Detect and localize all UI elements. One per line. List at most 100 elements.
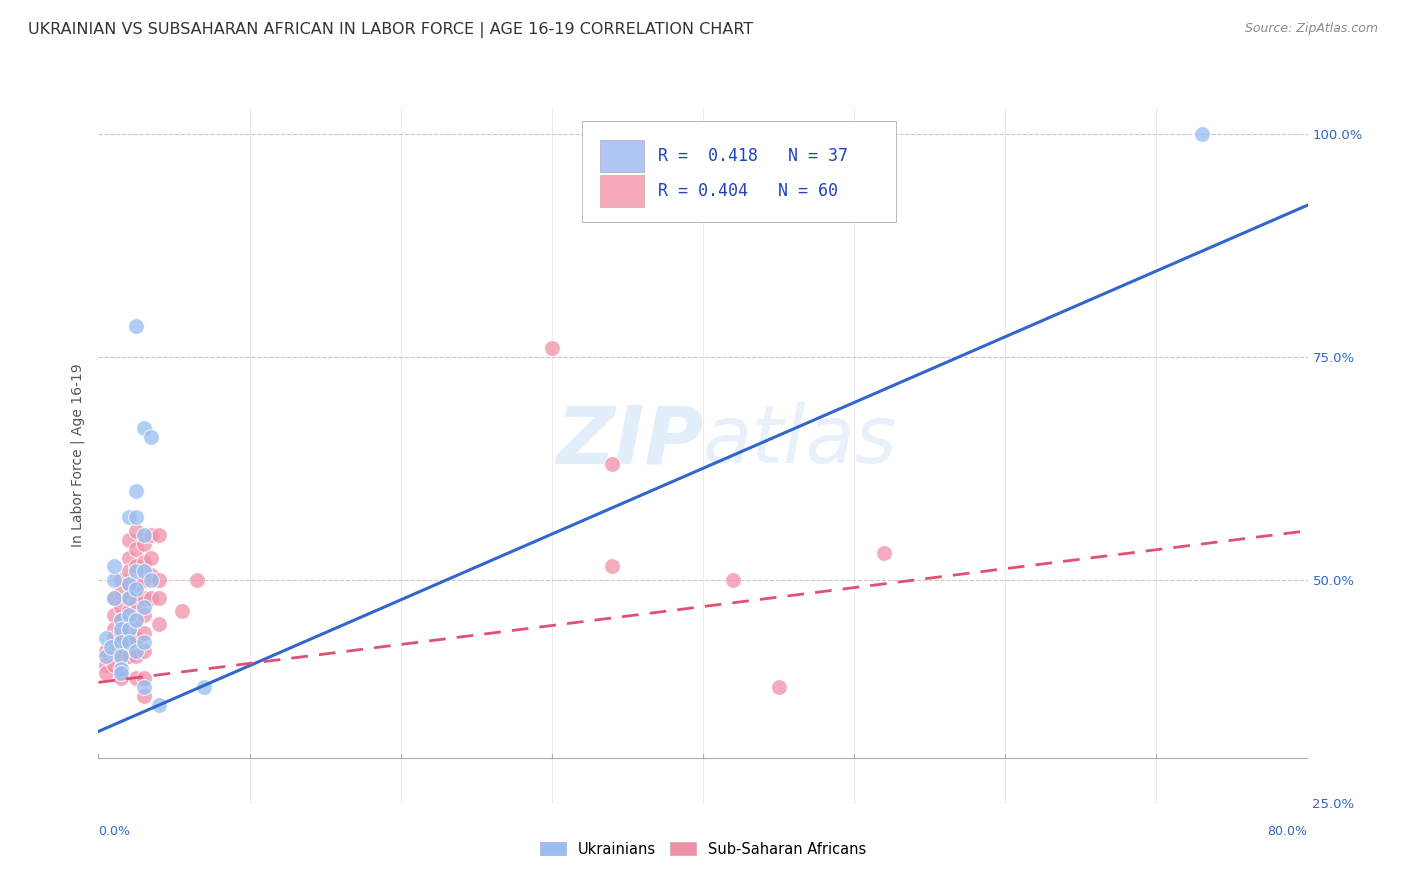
Point <box>193 680 215 694</box>
Point <box>110 613 132 627</box>
Point <box>110 586 132 600</box>
Point <box>540 341 562 355</box>
Text: R =  0.418   N = 37: R = 0.418 N = 37 <box>658 147 848 165</box>
Text: atlas: atlas <box>703 402 898 480</box>
Point <box>125 559 148 574</box>
Point <box>94 657 117 672</box>
Point <box>118 533 141 547</box>
Point <box>118 550 141 565</box>
Point <box>132 528 155 542</box>
Point <box>118 591 141 605</box>
Point <box>132 555 155 569</box>
Point <box>132 421 155 435</box>
Point <box>148 591 170 605</box>
Point <box>873 546 896 560</box>
Point <box>132 591 155 605</box>
Point <box>110 626 132 640</box>
Point <box>118 564 141 578</box>
Point <box>103 608 125 623</box>
Point <box>118 510 141 524</box>
Point <box>125 631 148 645</box>
Point <box>94 644 117 658</box>
Point <box>768 680 790 694</box>
Point <box>170 604 193 618</box>
Point <box>1191 127 1213 141</box>
Point <box>103 573 125 587</box>
Point <box>94 666 117 681</box>
Point <box>94 631 117 645</box>
Point <box>602 559 624 574</box>
Point <box>132 537 155 551</box>
Point <box>110 662 132 676</box>
Point <box>125 613 148 627</box>
Point <box>103 591 125 605</box>
Point <box>110 635 132 649</box>
Point <box>125 582 148 596</box>
FancyBboxPatch shape <box>582 121 897 222</box>
Y-axis label: In Labor Force | Age 16-19: In Labor Force | Age 16-19 <box>70 363 86 547</box>
Point <box>125 577 148 591</box>
Point <box>132 689 155 703</box>
Point <box>132 626 155 640</box>
Point <box>125 541 148 556</box>
Point <box>110 599 132 614</box>
Point <box>110 662 132 676</box>
Text: UKRAINIAN VS SUBSAHARAN AFRICAN IN LABOR FORCE | AGE 16-19 CORRELATION CHART: UKRAINIAN VS SUBSAHARAN AFRICAN IN LABOR… <box>28 22 754 38</box>
Point <box>125 483 148 498</box>
Point <box>148 617 170 632</box>
Point <box>141 550 163 565</box>
Point <box>118 608 141 623</box>
FancyBboxPatch shape <box>600 175 644 207</box>
Point <box>148 528 170 542</box>
Point <box>141 430 163 444</box>
Point <box>125 510 148 524</box>
Point <box>118 591 141 605</box>
Point <box>148 573 170 587</box>
Point <box>148 698 170 712</box>
Point <box>110 613 132 627</box>
Point <box>186 573 208 587</box>
Point <box>132 573 155 587</box>
Point <box>132 680 155 694</box>
Text: ZIP: ZIP <box>555 402 703 480</box>
Point <box>103 622 125 636</box>
Point <box>125 595 148 609</box>
Point <box>125 564 148 578</box>
FancyBboxPatch shape <box>600 140 644 172</box>
Point <box>94 648 117 663</box>
Point <box>118 635 141 649</box>
Point <box>110 666 132 681</box>
Point <box>125 644 148 658</box>
Point <box>125 648 148 663</box>
Point <box>723 573 745 587</box>
Point <box>141 568 163 582</box>
Point <box>118 635 141 649</box>
Point <box>110 635 132 649</box>
Text: Source: ZipAtlas.com: Source: ZipAtlas.com <box>1244 22 1378 36</box>
Point <box>125 671 148 685</box>
Point <box>103 591 125 605</box>
Point <box>132 608 155 623</box>
Legend: Ukrainians, Sub-Saharan Africans: Ukrainians, Sub-Saharan Africans <box>534 836 872 863</box>
Point <box>118 622 141 636</box>
Point <box>110 622 132 636</box>
Point <box>103 644 125 658</box>
Text: 0.0%: 0.0% <box>98 825 131 838</box>
Point <box>100 640 122 654</box>
Point <box>132 671 155 685</box>
Point <box>118 604 141 618</box>
Point <box>132 635 155 649</box>
Point <box>125 318 148 333</box>
Point <box>141 528 163 542</box>
Point <box>602 457 624 471</box>
Point <box>141 573 163 587</box>
Point <box>118 648 141 663</box>
Point <box>132 564 155 578</box>
Point <box>132 599 155 614</box>
Point <box>110 648 132 663</box>
Point <box>103 559 125 574</box>
Point <box>110 573 132 587</box>
Point <box>110 671 132 685</box>
Point <box>110 648 132 663</box>
Point <box>141 591 163 605</box>
